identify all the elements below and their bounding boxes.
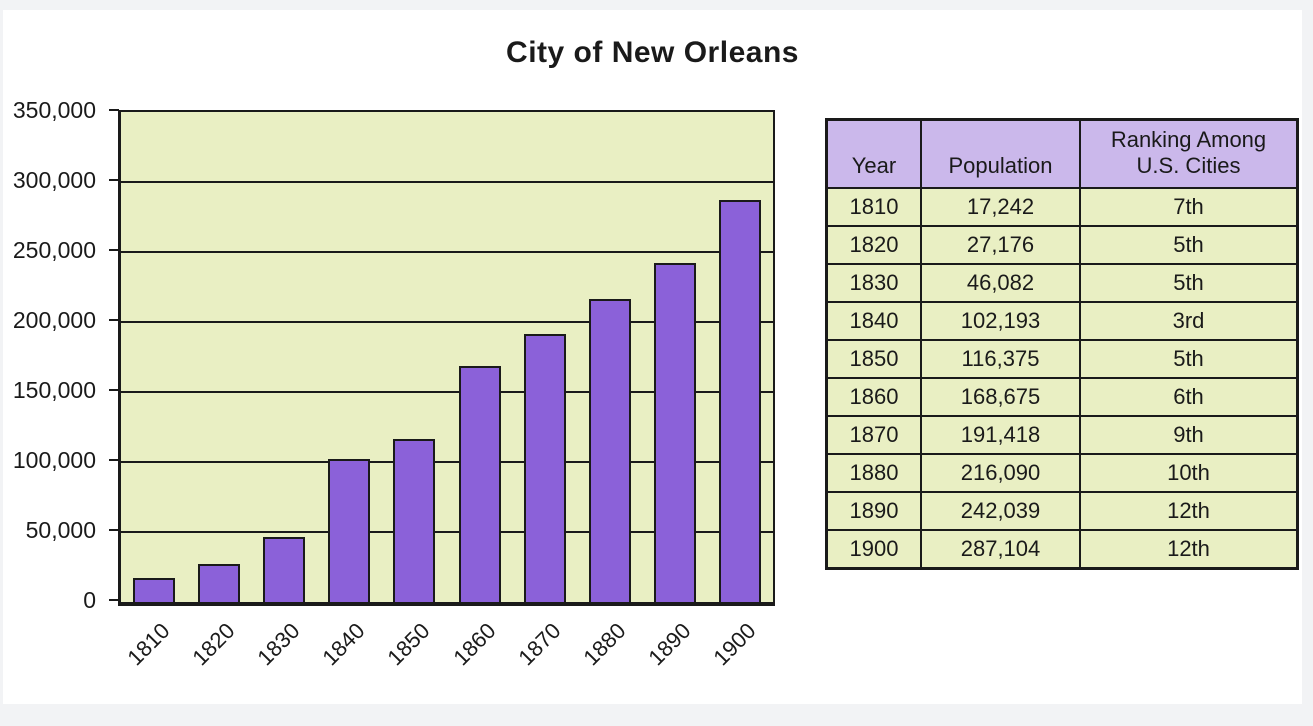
y-tick-label: 100,000 [12,447,96,473]
table-cell: 287,104 [920,529,1081,570]
x-tick-label: 1900 [708,618,762,671]
table-cell: 116,375 [920,339,1081,379]
table-cell: 1870 [825,415,922,455]
y-tick-label: 0 [83,587,96,613]
chart-title: City of New Orleans [506,36,799,69]
y-tick-mark [109,529,119,531]
table-cell: 5th [1079,225,1299,265]
table-cell: 1830 [825,263,922,303]
table-cell: 27,176 [920,225,1081,265]
bar-1890 [654,263,697,602]
y-tick-mark [109,249,119,251]
table-row: 1860 168,675 6th [825,377,1299,417]
table-cell: 1840 [825,301,922,341]
gridline [121,461,773,463]
table-cell: 12th [1079,491,1299,531]
table-cell: 1900 [825,529,922,570]
bar-1870 [523,334,566,602]
table-header-cell: Ranking Among U.S. Cities [1079,118,1299,189]
table-header-cell: Year [825,118,922,189]
table-cell: 1850 [825,339,922,379]
bar-1840 [328,459,371,602]
gridline [121,531,773,533]
data-table: Year Population Ranking Among U.S. Cities … [825,118,1299,570]
x-tick-label: 1870 [513,618,566,671]
table-cell: 216,090 [920,453,1081,493]
x-tick-label: 1830 [252,618,305,671]
table-cell: 102,193 [920,301,1081,341]
table-header-row: Year Population Ranking Among U.S. Cities [825,118,1299,189]
x-tick-label: 1840 [317,618,370,671]
table-row: 1820 27,176 5th [825,225,1299,265]
table-row: 1880 216,090 10th [825,453,1299,493]
y-tick-mark [109,109,119,111]
table-cell: 3rd [1079,301,1299,341]
table-cell: 46,082 [920,263,1081,303]
table-cell: 6th [1079,377,1299,417]
table-cell: 191,418 [920,415,1081,455]
gridline [121,391,773,393]
table-cell: 1880 [825,453,922,493]
table-cell: 242,039 [920,491,1081,531]
bar-1860 [458,366,501,602]
table-header-cell: Population [920,118,1081,189]
table-cell: 17,242 [920,187,1081,227]
table-cell: 1810 [825,187,922,227]
y-tick-mark [109,599,119,601]
y-axis: 350,000 300,000 250,000 200,000 150,000 100,0… [3,97,108,613]
table-row: 1890 242,039 12th [825,491,1299,531]
table-cell: 9th [1079,415,1299,455]
table-row: 1850 116,375 5th [825,339,1299,379]
bar-1900 [719,200,762,602]
table-cell: 1860 [825,377,922,417]
y-tick-label: 350,000 [12,97,96,123]
table-header: Year Population Ranking Among U.S. Cities [825,118,1299,189]
table-cell: 1890 [825,491,922,531]
y-tick-mark [109,319,119,321]
table-cell: 5th [1079,339,1299,379]
table-row: 1810 17,242 7th [825,187,1299,227]
bar-1880 [589,299,631,602]
table-row: 1900 287,104 12th [825,529,1299,570]
gridline [121,321,773,323]
x-tick-label: 1820 [187,618,240,671]
y-tick-label: 200,000 [12,307,96,333]
table-cell: 1820 [825,225,922,265]
gridline [121,181,773,183]
x-tick-label: 1880 [578,618,631,671]
content-card: City of New Orleans 350,000 300,000 250,00… [3,10,1302,704]
table-cell: 12th [1079,529,1299,570]
table-row: 1870 191,418 9th [825,415,1299,455]
x-tick-label: 1860 [447,618,501,671]
plot-area [118,110,775,606]
x-tick-label: 1810 [121,618,175,671]
table-row: 1830 46,082 5th [825,263,1299,303]
x-tick-label: 1890 [643,618,696,671]
table-cell: 168,675 [920,377,1081,417]
x-tick-label: 1850 [382,618,436,671]
table-cell: 5th [1079,263,1299,303]
y-tick-label: 50,000 [25,517,96,543]
bar-1810 [132,578,175,602]
y-tick-label: 150,000 [12,377,96,403]
y-tick-label: 250,000 [12,237,96,263]
table-cell: 7th [1079,187,1299,227]
bar-1830 [263,537,305,602]
y-tick-mark [109,179,119,181]
y-tick-label: 300,000 [12,167,96,193]
bar-1820 [197,564,240,602]
bar-1850 [393,439,436,602]
y-tick-mark [109,389,119,391]
table-row: 1840 102,193 3rd [825,301,1299,341]
x-axis: 1810 1820 1830 1840 1850 1860 1870 1880 1890 1900 [118,610,770,700]
gridline [121,251,773,253]
table-cell: 10th [1079,453,1299,493]
table-body: 1810 17,242 7th 1820 27,176 5th 1830 46,082 5th 1… [825,187,1299,570]
y-tick-mark [109,459,119,461]
